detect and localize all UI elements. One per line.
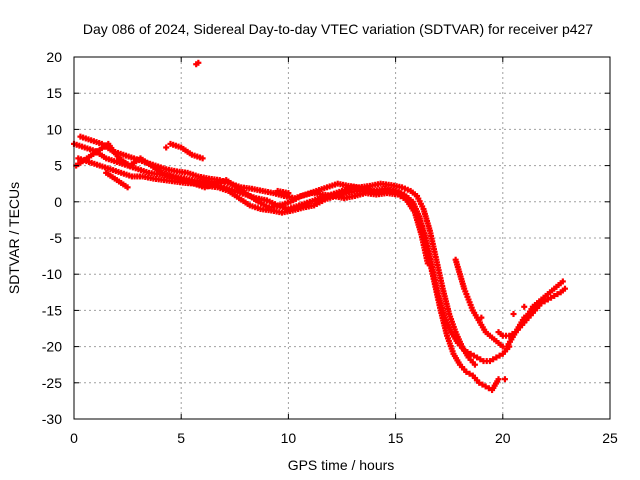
data-point xyxy=(490,356,497,363)
data-point xyxy=(496,352,503,359)
data-point xyxy=(521,303,528,310)
data-point xyxy=(478,314,485,321)
data-point xyxy=(477,356,484,363)
data-point xyxy=(509,330,516,337)
y-axis-label: SDTVAR / TECUs xyxy=(6,182,22,294)
y-tick-label: -25 xyxy=(42,375,62,391)
data-point xyxy=(471,361,478,368)
x-tick-label: 15 xyxy=(388,430,404,446)
data-point xyxy=(124,184,131,191)
data-point xyxy=(538,300,545,307)
data-point xyxy=(501,376,508,383)
y-tick-label: -10 xyxy=(42,266,62,282)
data-point xyxy=(548,294,555,301)
data-point xyxy=(510,311,517,318)
x-tick-labels: 0 5 10 15 20 25 xyxy=(70,430,618,446)
data-point xyxy=(559,278,566,285)
data-point xyxy=(199,155,206,162)
chart-title: Day 086 of 2024, Sidereal Day-to-day VTE… xyxy=(83,21,593,37)
data-point xyxy=(554,291,561,298)
data-point xyxy=(285,190,292,197)
y-tick-label: -5 xyxy=(50,230,63,246)
data-point xyxy=(474,354,481,361)
data-point xyxy=(551,292,558,299)
x-tick-label: 25 xyxy=(602,430,618,446)
y-tick-label: 20 xyxy=(46,49,62,65)
data-point xyxy=(482,383,489,390)
y-tick-label: 15 xyxy=(46,85,62,101)
data-point xyxy=(470,352,477,359)
x-tick-label: 0 xyxy=(70,430,78,446)
data-point xyxy=(544,296,551,303)
x-tick-label: 20 xyxy=(495,430,511,446)
data-point xyxy=(424,260,431,267)
x-tick-label: 5 xyxy=(177,430,185,446)
data-point xyxy=(476,379,483,386)
x-axis-label: GPS time / hours xyxy=(288,457,395,473)
data-point xyxy=(466,370,473,377)
y-tick-label: 5 xyxy=(54,158,62,174)
y-tick-labels: -30 -25 -20 -15 -10 -5 0 5 10 15 20 xyxy=(42,49,62,427)
y-tick-label: 0 xyxy=(54,194,62,210)
y-tick-label: 10 xyxy=(46,121,62,137)
data-layer xyxy=(71,59,568,394)
data-point xyxy=(486,358,493,365)
x-tick-label: 10 xyxy=(281,430,297,446)
axis-ticks xyxy=(73,56,611,420)
data-point xyxy=(463,368,470,375)
data-point xyxy=(506,332,513,339)
data-point xyxy=(561,285,568,292)
data-point xyxy=(479,381,486,388)
y-tick-label: -30 xyxy=(42,411,62,427)
data-point xyxy=(163,144,170,151)
data-point xyxy=(495,376,502,383)
data-point xyxy=(541,298,548,305)
data-point xyxy=(493,354,500,361)
data-point xyxy=(195,59,202,66)
y-tick-label: -20 xyxy=(42,339,62,355)
grid xyxy=(74,57,610,419)
y-tick-label: -15 xyxy=(42,302,62,318)
